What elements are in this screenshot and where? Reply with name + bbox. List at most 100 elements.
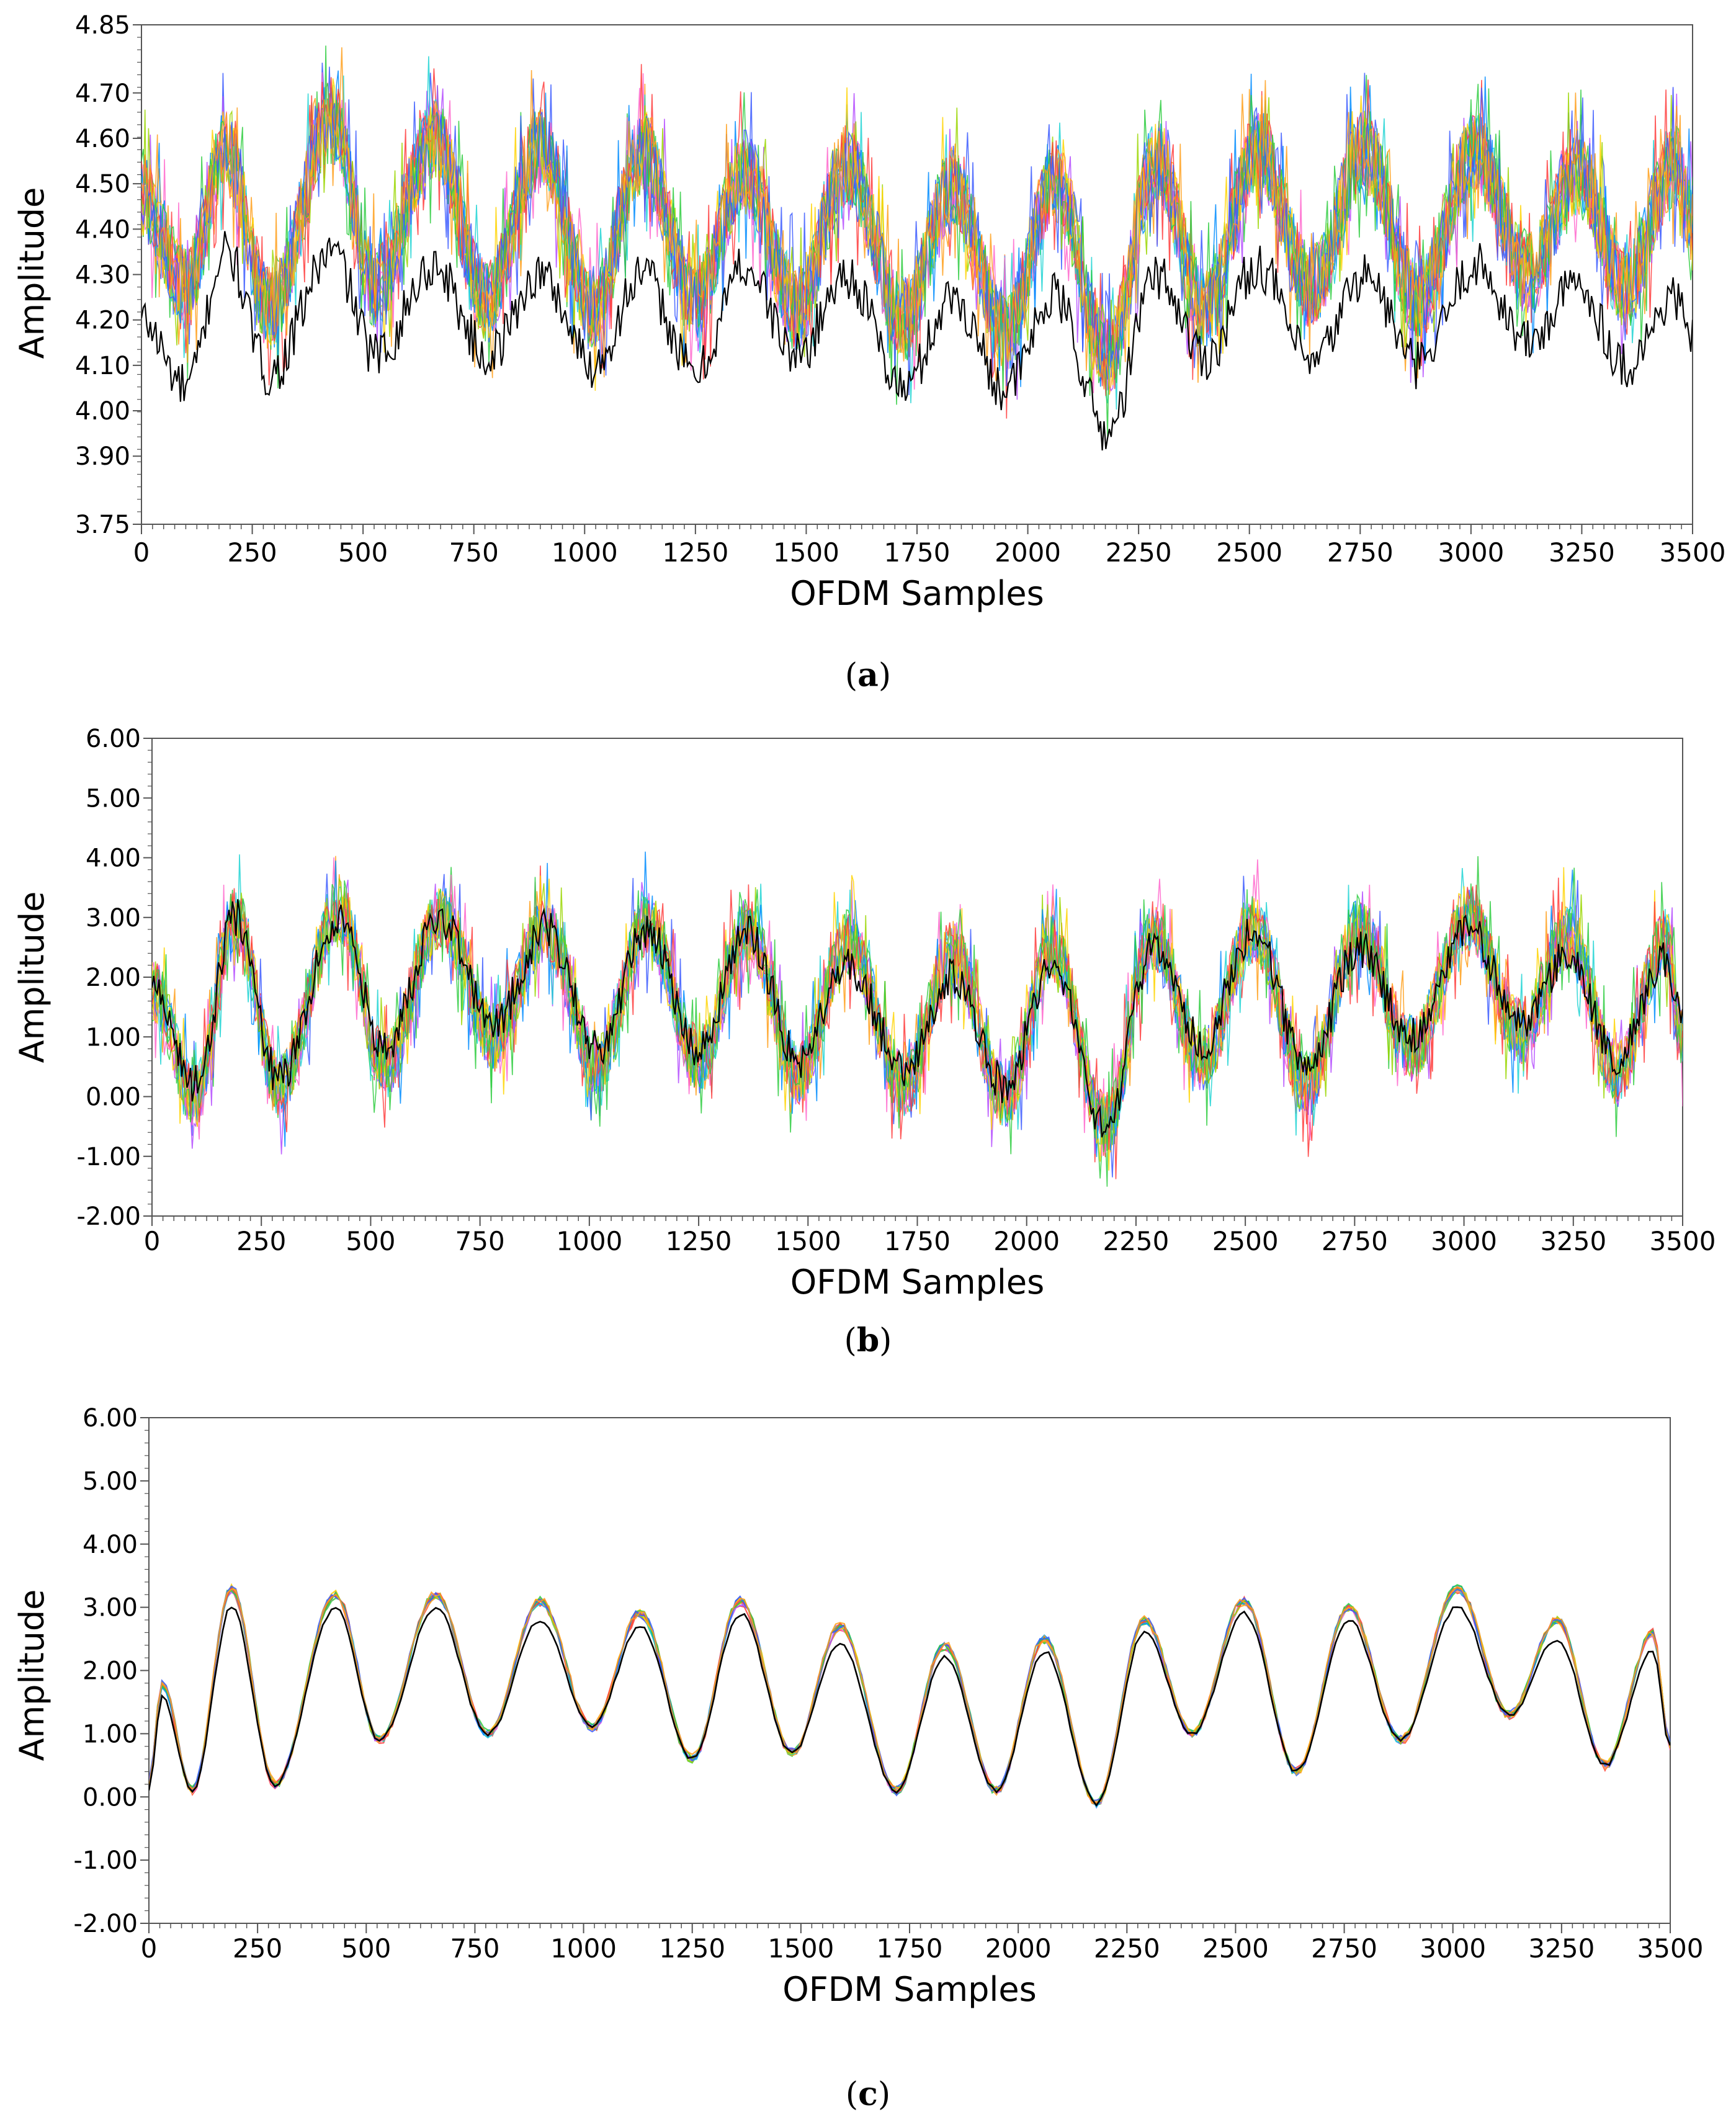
x-tick-label: 1500 bbox=[775, 1226, 841, 1256]
x-tick-label: 3500 bbox=[1660, 537, 1726, 568]
x-tick-label: 2500 bbox=[1216, 537, 1282, 568]
y-tick-label: 6.00 bbox=[86, 725, 141, 753]
y-tick-label: 6.00 bbox=[83, 1404, 138, 1433]
x-tick-label: 500 bbox=[338, 537, 388, 568]
caption-c: (c) bbox=[845, 2075, 891, 2113]
x-tick-label: 1250 bbox=[659, 1933, 725, 1964]
y-tick-label: 4.10 bbox=[75, 352, 130, 380]
y-tick-label: 2.00 bbox=[86, 964, 141, 992]
chart-panel-c: 0 250 500 750 1000 1250 1500 1750 2000 2250 2500 27… bbox=[0, 1365, 1736, 2120]
x-tick-label: 2750 bbox=[1311, 1933, 1377, 1964]
y-tick-label: 4.40 bbox=[75, 215, 130, 244]
y-tick-label: 3.75 bbox=[75, 511, 130, 539]
y-tick-label: 3.00 bbox=[83, 1594, 138, 1622]
colored-trace-line bbox=[141, 47, 1693, 390]
x-tick-label: 2250 bbox=[1106, 537, 1172, 568]
y-axis-label: Amplitude bbox=[12, 892, 51, 1063]
y-tick-label: 4.00 bbox=[86, 844, 141, 873]
y-tick-label: 4.30 bbox=[75, 261, 130, 290]
series-group bbox=[149, 1583, 1670, 1809]
x-tick-label: 1500 bbox=[773, 537, 839, 568]
series-group bbox=[141, 45, 1693, 450]
plot-area bbox=[151, 738, 1683, 1217]
x-tick-label: 2750 bbox=[1322, 1226, 1388, 1256]
x-tick-label: 750 bbox=[455, 1226, 505, 1256]
x-tick-label: 0 bbox=[133, 537, 150, 568]
x-tick-label: 1250 bbox=[662, 537, 728, 568]
x-tick-label: 3000 bbox=[1438, 537, 1504, 568]
y-tick-label: 2.00 bbox=[83, 1657, 138, 1686]
reference-trace-line bbox=[152, 899, 1683, 1138]
y-tick-label: 4.00 bbox=[83, 1531, 138, 1559]
x-tick-label: 0 bbox=[144, 1226, 161, 1256]
chart-a: 0 250 500 750 1000 1250 1500 1750 2000 2250 2500 27… bbox=[12, 11, 1726, 613]
x-tick-label: 0 bbox=[141, 1933, 158, 1964]
x-tick-label: 2500 bbox=[1202, 1933, 1269, 1964]
x-tick-label: 500 bbox=[346, 1226, 395, 1256]
x-tick-label: 1000 bbox=[550, 1933, 617, 1964]
x-tick-label: 750 bbox=[449, 537, 499, 568]
x-tick-label: 3500 bbox=[1650, 1226, 1716, 1256]
y-tick-label: 0.00 bbox=[86, 1083, 141, 1112]
caption-b: (b) bbox=[844, 1322, 892, 1359]
x-tick-label: 1250 bbox=[666, 1226, 732, 1256]
y-tick-label: 4.00 bbox=[75, 397, 130, 426]
plot-area bbox=[148, 1417, 1671, 1924]
x-tick-label: 3000 bbox=[1420, 1933, 1486, 1964]
x-tick-label: 2000 bbox=[995, 537, 1061, 568]
x-tick-label: 2500 bbox=[1212, 1226, 1279, 1256]
y-tick-label: 0.00 bbox=[83, 1783, 138, 1812]
chart-panel-a: 0 250 500 750 1000 1250 1500 1750 2000 2250 2500 27… bbox=[0, 0, 1736, 620]
y-axis-label: Amplitude bbox=[12, 1590, 51, 1761]
x-tick-label: 3250 bbox=[1540, 1226, 1606, 1256]
chart-b: 0 250 500 750 1000 1250 1500 1750 2000 2250 2500 27… bbox=[12, 725, 1716, 1302]
x-tick-label: 3500 bbox=[1637, 1933, 1704, 1964]
chart-c: 0 250 500 750 1000 1250 1500 1750 2000 2250 2500 27… bbox=[12, 1404, 1704, 2009]
y-tick-label: 3.90 bbox=[75, 442, 130, 471]
x-tick-label: 750 bbox=[450, 1933, 499, 1964]
y-tick-label: 4.60 bbox=[75, 125, 130, 153]
y-tick-label: -1.00 bbox=[74, 1846, 138, 1875]
y-tick-label: -2.00 bbox=[74, 1910, 138, 1938]
x-tick-label: 1500 bbox=[767, 1933, 834, 1964]
x-tick-label: 2250 bbox=[1103, 1226, 1169, 1256]
y-tick-label: 5.00 bbox=[83, 1467, 138, 1496]
x-tick-label: 1000 bbox=[556, 1226, 622, 1256]
caption-a: (a) bbox=[844, 656, 892, 694]
y-tick-label: 4.85 bbox=[75, 11, 130, 40]
x-tick-label: 3000 bbox=[1431, 1226, 1497, 1256]
x-tick-label: 3250 bbox=[1528, 1933, 1595, 1964]
reference-trace-line bbox=[141, 231, 1693, 450]
x-axis-label: OFDM Samples bbox=[782, 1970, 1037, 2009]
y-tick-label: 4.70 bbox=[75, 79, 130, 108]
colored-trace-line bbox=[141, 78, 1693, 396]
y-tick-label: 4.50 bbox=[75, 170, 130, 199]
x-axis-label: OFDM Samples bbox=[790, 1263, 1045, 1302]
x-axis-label: OFDM Samples bbox=[790, 574, 1044, 613]
x-tick-label: 2000 bbox=[993, 1226, 1060, 1256]
x-tick-label: 250 bbox=[227, 537, 277, 568]
series-group bbox=[152, 851, 1683, 1187]
x-tick-label: 1750 bbox=[877, 1933, 943, 1964]
x-tick-label: 3250 bbox=[1549, 537, 1615, 568]
x-tick-label: 2000 bbox=[985, 1933, 1052, 1964]
y-tick-label: 4.20 bbox=[75, 306, 130, 335]
x-tick-label: 1750 bbox=[884, 1226, 951, 1256]
x-tick-label: 2250 bbox=[1094, 1933, 1160, 1964]
x-tick-label: 2750 bbox=[1327, 537, 1394, 568]
y-tick-label: 3.00 bbox=[86, 904, 141, 933]
y-tick-label: 5.00 bbox=[86, 784, 141, 813]
reference-trace-line bbox=[149, 1606, 1670, 1807]
chart-panel-b: 0 250 500 750 1000 1250 1500 1750 2000 2250 2500 27… bbox=[0, 689, 1736, 1315]
x-tick-label: 1750 bbox=[884, 537, 951, 568]
x-tick-label: 250 bbox=[233, 1933, 282, 1964]
x-tick-label: 250 bbox=[236, 1226, 286, 1256]
y-tick-label: -2.00 bbox=[77, 1202, 141, 1231]
colored-trace-line bbox=[152, 886, 1683, 1156]
x-tick-label: 500 bbox=[341, 1933, 391, 1964]
y-axis-label: Amplitude bbox=[12, 187, 51, 359]
y-tick-label: 1.00 bbox=[86, 1023, 141, 1052]
x-tick-label: 1000 bbox=[552, 537, 618, 568]
y-tick-label: 1.00 bbox=[83, 1720, 138, 1748]
y-tick-label: -1.00 bbox=[77, 1143, 141, 1171]
